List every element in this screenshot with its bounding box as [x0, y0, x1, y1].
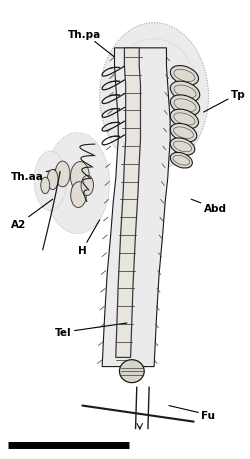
Polygon shape	[116, 49, 140, 358]
Ellipse shape	[81, 176, 94, 196]
Text: A2: A2	[10, 200, 53, 230]
Text: Tel: Tel	[55, 323, 127, 337]
Ellipse shape	[170, 124, 197, 143]
Ellipse shape	[71, 182, 86, 208]
Ellipse shape	[41, 178, 50, 194]
Text: Fu: Fu	[169, 406, 215, 420]
Text: Tp: Tp	[204, 90, 246, 113]
Text: Abd: Abd	[191, 200, 226, 214]
Ellipse shape	[100, 23, 208, 170]
Ellipse shape	[170, 95, 200, 116]
Ellipse shape	[170, 67, 198, 86]
Ellipse shape	[70, 162, 89, 191]
Ellipse shape	[170, 153, 192, 168]
Ellipse shape	[170, 82, 200, 102]
Ellipse shape	[170, 139, 195, 156]
Polygon shape	[102, 49, 170, 367]
Text: H: H	[78, 220, 100, 256]
Text: Th.aa: Th.aa	[10, 168, 65, 182]
Ellipse shape	[120, 360, 144, 383]
Ellipse shape	[47, 170, 58, 190]
Ellipse shape	[55, 162, 70, 187]
Ellipse shape	[34, 152, 66, 211]
Text: Th.pa: Th.pa	[68, 30, 114, 58]
Ellipse shape	[45, 134, 110, 234]
Ellipse shape	[170, 110, 198, 129]
